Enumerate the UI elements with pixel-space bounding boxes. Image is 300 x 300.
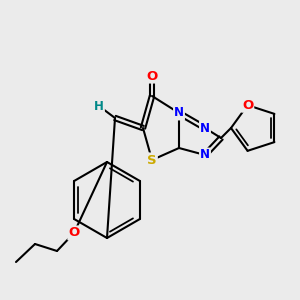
Text: N: N xyxy=(200,148,210,161)
Text: O: O xyxy=(242,99,253,112)
Text: N: N xyxy=(200,122,210,134)
Text: N: N xyxy=(174,106,184,119)
Text: H: H xyxy=(94,100,104,112)
Text: O: O xyxy=(68,226,80,239)
Text: O: O xyxy=(146,70,158,83)
Text: S: S xyxy=(147,154,157,166)
